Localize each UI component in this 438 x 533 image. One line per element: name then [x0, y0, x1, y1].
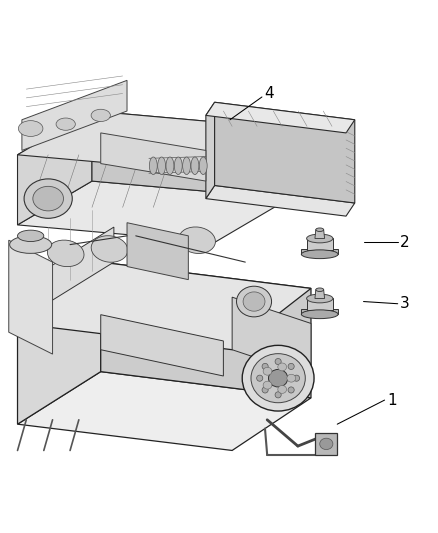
Polygon shape	[18, 271, 101, 424]
Ellipse shape	[316, 288, 324, 292]
Ellipse shape	[275, 392, 281, 398]
Polygon shape	[101, 133, 206, 181]
Ellipse shape	[199, 157, 207, 174]
Polygon shape	[22, 227, 114, 319]
Text: 3: 3	[400, 296, 410, 311]
Ellipse shape	[91, 236, 128, 262]
Polygon shape	[315, 290, 325, 298]
Ellipse shape	[275, 359, 281, 365]
Ellipse shape	[316, 228, 324, 231]
Ellipse shape	[307, 294, 333, 303]
Ellipse shape	[293, 375, 300, 381]
Ellipse shape	[242, 345, 314, 411]
Polygon shape	[18, 181, 289, 243]
Ellipse shape	[10, 236, 52, 253]
Ellipse shape	[262, 387, 268, 393]
Ellipse shape	[257, 375, 263, 381]
Ellipse shape	[174, 157, 182, 174]
Ellipse shape	[287, 374, 296, 382]
Text: 1: 1	[387, 393, 397, 408]
Ellipse shape	[268, 369, 288, 387]
Polygon shape	[232, 297, 311, 376]
Polygon shape	[215, 102, 355, 203]
Ellipse shape	[301, 250, 338, 259]
Polygon shape	[9, 240, 53, 354]
Polygon shape	[101, 262, 311, 398]
Ellipse shape	[149, 157, 157, 174]
Polygon shape	[206, 102, 215, 199]
Text: 4: 4	[265, 86, 274, 101]
Polygon shape	[206, 102, 355, 133]
Ellipse shape	[278, 363, 286, 371]
Ellipse shape	[263, 367, 272, 375]
Ellipse shape	[183, 157, 191, 174]
Polygon shape	[315, 230, 325, 238]
Polygon shape	[18, 262, 311, 350]
Ellipse shape	[301, 310, 338, 319]
Polygon shape	[127, 223, 188, 280]
Ellipse shape	[262, 364, 268, 369]
Ellipse shape	[288, 364, 294, 369]
Ellipse shape	[191, 157, 199, 174]
Polygon shape	[301, 249, 338, 254]
Ellipse shape	[288, 387, 294, 393]
Ellipse shape	[18, 230, 44, 241]
Ellipse shape	[179, 227, 215, 254]
Ellipse shape	[307, 234, 333, 243]
Polygon shape	[22, 80, 127, 150]
Polygon shape	[206, 185, 355, 216]
Polygon shape	[101, 314, 223, 376]
Ellipse shape	[158, 157, 166, 174]
Ellipse shape	[237, 286, 272, 317]
Ellipse shape	[320, 438, 333, 449]
Ellipse shape	[251, 354, 305, 403]
Polygon shape	[307, 298, 333, 310]
Ellipse shape	[47, 240, 84, 266]
Ellipse shape	[166, 157, 174, 174]
Polygon shape	[92, 111, 289, 199]
Ellipse shape	[243, 292, 265, 311]
Polygon shape	[18, 372, 311, 450]
Ellipse shape	[135, 231, 172, 258]
Polygon shape	[315, 433, 337, 455]
Polygon shape	[301, 309, 338, 314]
Ellipse shape	[263, 381, 272, 389]
Polygon shape	[18, 111, 92, 225]
Ellipse shape	[278, 385, 286, 393]
Ellipse shape	[18, 120, 43, 136]
Ellipse shape	[24, 179, 72, 219]
Polygon shape	[307, 238, 333, 250]
Ellipse shape	[91, 109, 110, 122]
Polygon shape	[18, 111, 289, 172]
Text: 2: 2	[400, 235, 410, 250]
Ellipse shape	[56, 118, 75, 130]
Ellipse shape	[33, 187, 64, 211]
